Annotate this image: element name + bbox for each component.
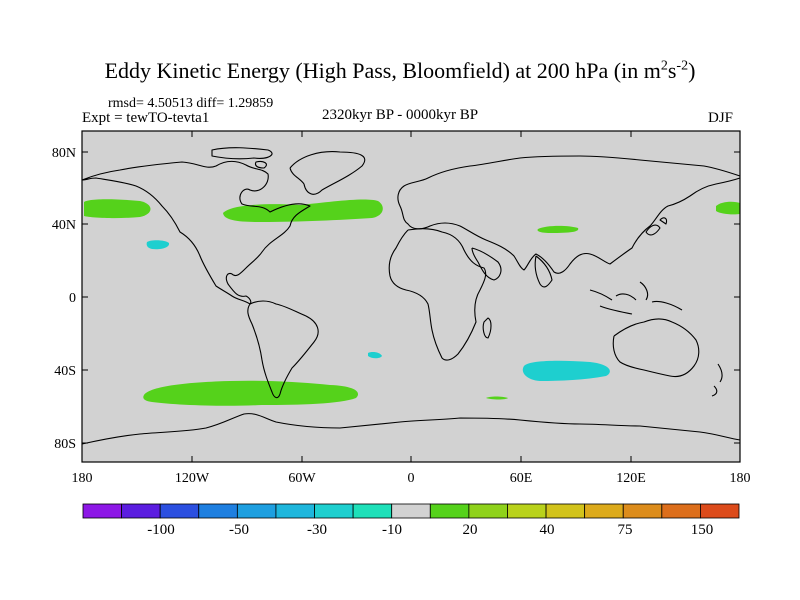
- period-label: 2320kyr BP - 0000kyr BP: [322, 107, 479, 123]
- lon-tick-label: 0: [408, 471, 415, 486]
- coastline-north-america: [81, 160, 311, 305]
- rmsd-diff-stats: rmsd= 4.50513 diff= 1.29859: [108, 96, 274, 111]
- colorbar-swatch: [82, 503, 122, 519]
- coastline-south-america: [247, 300, 319, 399]
- coastline-australia: [612, 318, 700, 378]
- colorbar-swatch: [352, 503, 393, 519]
- coastline-india: [534, 255, 553, 288]
- lon-tick-label: 120W: [175, 471, 210, 486]
- anomaly-positive-pacific-north: [84, 199, 151, 219]
- colorbar-label: 75: [618, 522, 633, 538]
- lon-tick-label: 60E: [510, 471, 533, 486]
- colorbar-swatch: [429, 503, 470, 519]
- anomaly-negative-south-atlantic: [368, 352, 382, 359]
- lat-tick-label: 80N: [52, 146, 76, 161]
- anomaly-positive-east-pacific: [716, 201, 740, 215]
- anomaly-positive-central-asia: [537, 225, 579, 233]
- colorbar-label: -50: [229, 522, 249, 538]
- colorbar-swatch: [661, 503, 701, 519]
- season-label: DJF: [708, 110, 734, 126]
- colorbar: [82, 503, 740, 519]
- colorbar-label: -100: [147, 522, 175, 538]
- colorbar-swatch: [468, 503, 508, 519]
- coastline-africa: [388, 228, 487, 361]
- coastline-greenland: [289, 151, 366, 195]
- colorbar-swatch: [159, 503, 200, 519]
- colorbar-label: 20: [463, 522, 478, 538]
- coastline-antarctica: [81, 413, 741, 445]
- lon-tick-label: 60W: [288, 471, 316, 486]
- lon-tick-label: 180: [730, 471, 751, 486]
- anomaly-positive-southern-ocean: [143, 380, 359, 406]
- anomaly-negative-indian-ocean: [522, 360, 610, 381]
- coastline-arctic-islands: [211, 147, 273, 169]
- colorbar-label: -10: [382, 522, 402, 538]
- colorbar-swatch: [622, 503, 663, 519]
- colorbar-swatch: [507, 503, 547, 519]
- colorbar-swatch: [700, 503, 740, 519]
- latitude-axis: 80N 40N 0 40S 80S: [52, 146, 740, 452]
- longitude-axis: 180 120W 60W 0 60E 120E 180: [72, 131, 751, 486]
- colorbar-swatch: [391, 503, 431, 519]
- lon-tick-label: 180: [72, 471, 93, 486]
- coastline-new-zealand: [711, 363, 723, 397]
- colorbar-swatch: [545, 503, 586, 519]
- coastlines: [81, 147, 741, 445]
- coastline-southeast-asia-islands: [589, 281, 683, 315]
- anomaly-negative-north-pacific: [146, 240, 170, 250]
- lat-tick-label: 80S: [54, 437, 76, 452]
- colorbar-swatch: [584, 503, 624, 519]
- colorbar-swatch: [314, 503, 354, 519]
- chart-title: Eddy Kinetic Energy (High Pass, Bloomfie…: [104, 58, 696, 83]
- colorbar-swatch: [198, 503, 238, 519]
- experiment-label: Expt = tewTO-tevta1: [82, 110, 210, 126]
- coastline-japan: [645, 217, 668, 236]
- colorbar-labels: -100 -50 -30 -10 20 40 75 150: [147, 522, 713, 538]
- lat-tick-label: 40N: [52, 218, 76, 233]
- colorbar-swatch: [275, 503, 315, 519]
- map-background: [82, 131, 740, 462]
- colorbar-label: 40: [540, 522, 555, 538]
- coastline-madagascar: [482, 317, 492, 339]
- lat-tick-label: 40S: [54, 364, 76, 379]
- colorbar-label: 150: [691, 522, 714, 538]
- colorbar-swatch: [121, 503, 161, 519]
- coastline-arabia: [471, 247, 502, 281]
- colorbar-swatch: [236, 503, 277, 519]
- colorbar-label: -30: [307, 522, 327, 538]
- anomaly-positive-south-indian: [486, 396, 508, 400]
- lat-tick-label: 0: [69, 291, 76, 306]
- coastline-europe-asia: [397, 155, 741, 274]
- lon-tick-label: 120E: [616, 471, 646, 486]
